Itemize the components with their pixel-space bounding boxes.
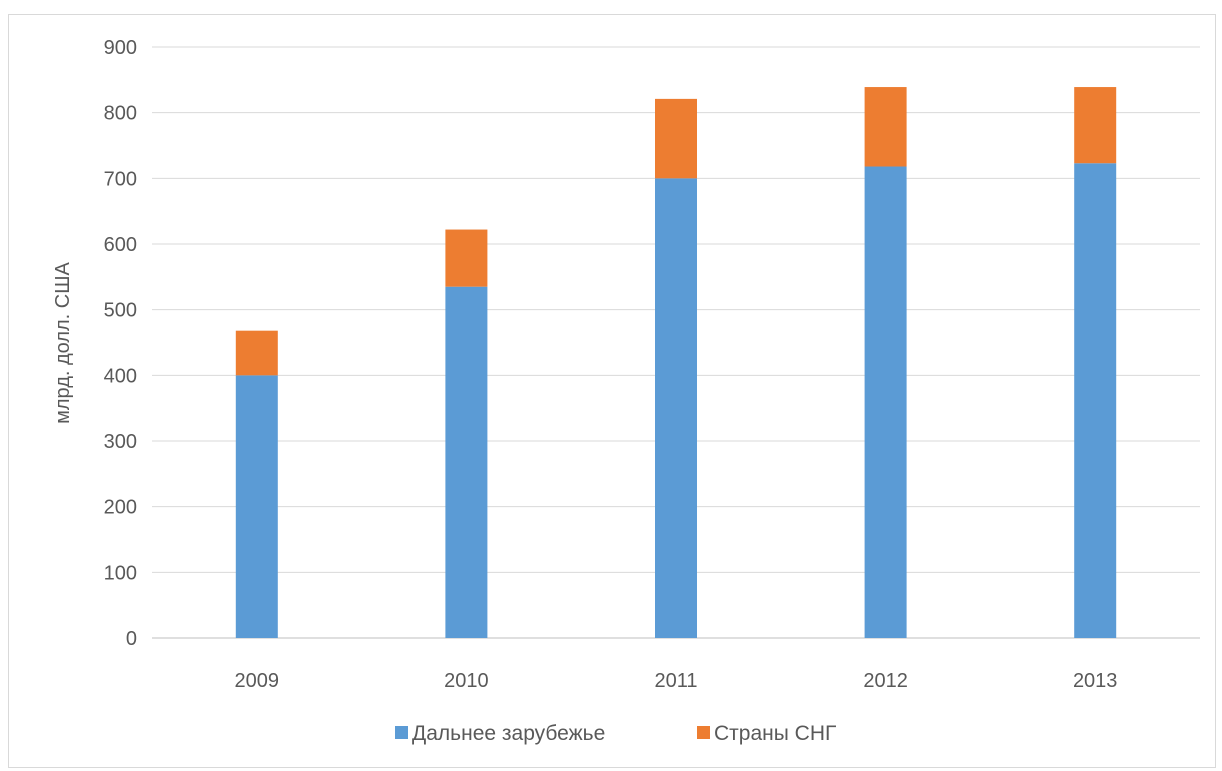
y-axis-title: млрд. долл. США — [52, 261, 74, 423]
chart-frame — [8, 14, 1216, 768]
y-tick-label: 400 — [104, 365, 137, 387]
legend-swatch-series-2 — [697, 726, 710, 739]
y-tick-label: 600 — [104, 234, 137, 256]
x-axis-ticks: 2009 2010 2011 2012 2013 — [235, 670, 1118, 692]
bar-2009-series-1 — [235, 375, 278, 638]
bar-2013-series-1 — [1074, 163, 1117, 639]
y-tick-label: 500 — [104, 300, 137, 322]
legend: Дальнее зарубежье Страны СНГ — [395, 722, 836, 745]
x-tick-label: 2013 — [1073, 670, 1118, 692]
bar-2012-series-2 — [864, 87, 907, 167]
bar-2011-series-1 — [655, 178, 697, 639]
x-tick-label: 2010 — [444, 670, 489, 692]
bar-2009-series-2 — [235, 330, 278, 376]
y-tick-label: 200 — [104, 497, 137, 519]
x-tick-label: 2009 — [235, 670, 280, 692]
bar-2011-series-2 — [655, 98, 697, 179]
bar-2012-series-1 — [864, 166, 907, 638]
legend-label-series-1: Дальнее зарубежье — [412, 722, 605, 745]
bars — [235, 87, 1117, 639]
bar-2010-series-2 — [445, 229, 488, 287]
y-tick-label: 700 — [104, 168, 137, 190]
y-tick-label: 0 — [126, 628, 137, 650]
y-tick-label: 900 — [104, 37, 137, 59]
y-tick-label: 100 — [104, 562, 137, 584]
x-tick-label: 2012 — [863, 670, 908, 692]
x-tick-label: 2011 — [654, 670, 697, 692]
bar-2013-series-2 — [1074, 87, 1117, 164]
y-axis-ticks: 0 100 200 300 400 500 600 700 800 900 — [104, 37, 137, 650]
legend-swatch-series-1 — [395, 726, 408, 739]
legend-label-series-2: Страны СНГ — [714, 722, 836, 745]
y-tick-label: 300 — [104, 431, 137, 453]
y-tick-label: 800 — [104, 103, 137, 125]
bar-2010-series-1 — [445, 286, 488, 638]
